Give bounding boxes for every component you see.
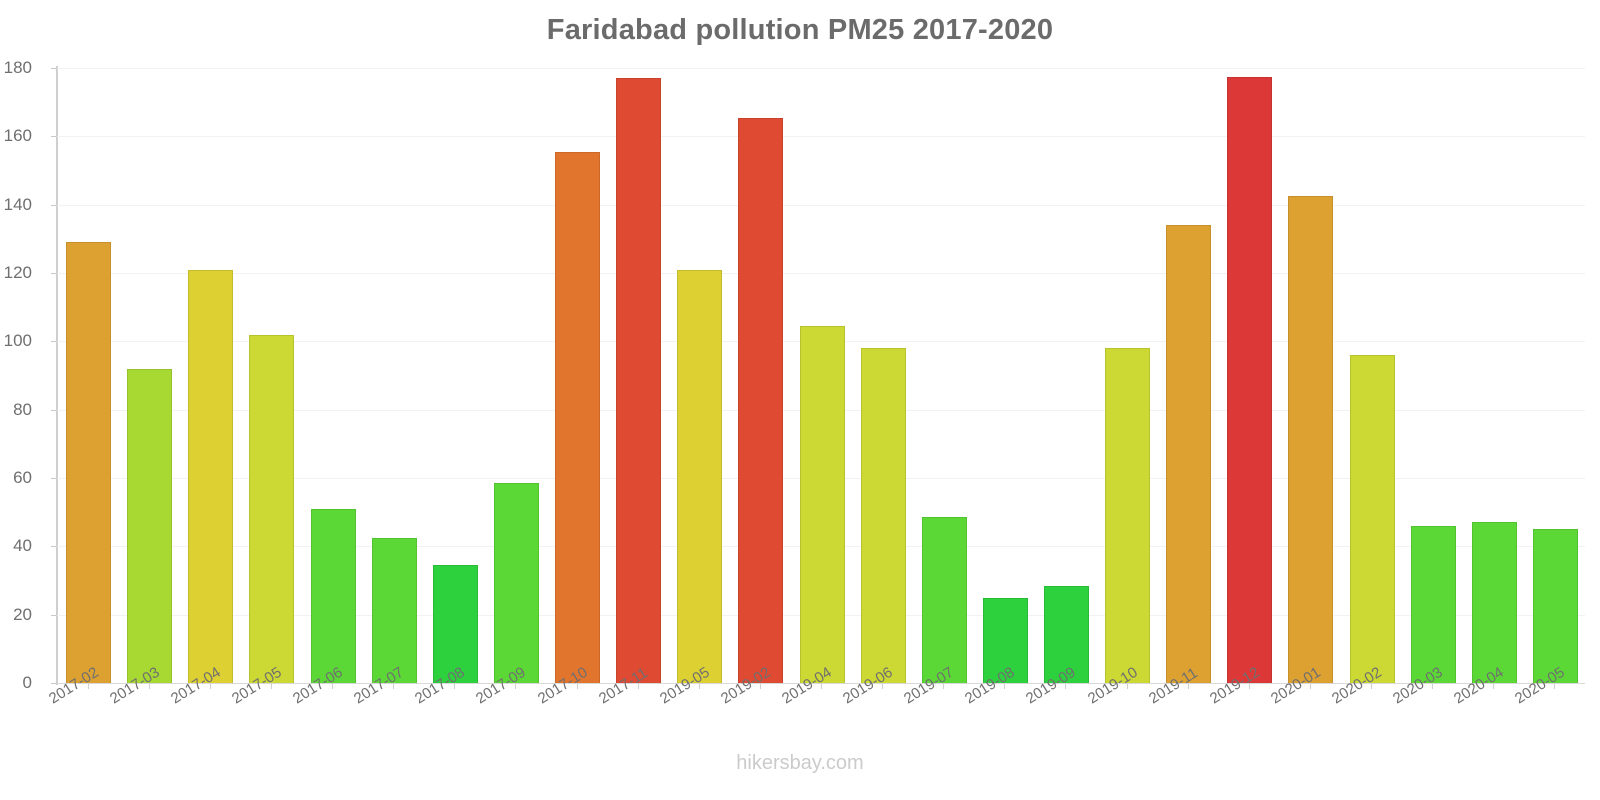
x-tick-mark (1187, 683, 1189, 689)
bar[interactable] (1471, 522, 1517, 683)
x-tick-mark (1065, 683, 1067, 689)
bar[interactable] (432, 565, 478, 683)
bar[interactable] (860, 348, 906, 683)
x-tick-mark (1432, 683, 1434, 689)
bar[interactable] (493, 483, 539, 683)
y-tick-mark (51, 136, 57, 138)
x-tick-mark (943, 683, 945, 689)
chart-title: Faridabad pollution PM25 2017-2020 (546, 14, 1054, 46)
bar[interactable] (555, 151, 601, 683)
y-tick-mark (51, 546, 57, 548)
bar[interactable] (249, 334, 295, 683)
y-tick-mark (51, 273, 57, 274)
x-tick-mark (821, 683, 822, 689)
x-tick-mark (454, 683, 456, 689)
bar[interactable] (677, 269, 723, 683)
y-tick-label: 180 (3, 58, 32, 77)
y-tick-mark (51, 341, 57, 343)
y-tick-mark (51, 683, 57, 684)
x-tick-mark (1371, 683, 1373, 689)
x-tick-mark (1309, 683, 1311, 689)
gridline (57, 273, 1585, 274)
y-axis-line (56, 66, 58, 685)
y-tick-label: 120 (3, 263, 32, 282)
x-tick-mark (882, 683, 884, 689)
watermark-text: hikersbay.com (736, 752, 864, 774)
y-tick-mark (51, 614, 57, 616)
y-tick-label: 0 (22, 673, 32, 692)
y-tick-label: 80 (13, 399, 32, 419)
y-tick-label: 60 (13, 468, 32, 487)
x-tick-mark (1248, 683, 1250, 689)
x-tick-mark (637, 683, 639, 689)
y-tick-label: 140 (3, 194, 32, 214)
bar[interactable] (1349, 355, 1395, 683)
bar[interactable] (371, 537, 417, 683)
x-tick-mark (393, 683, 395, 689)
bar[interactable] (799, 325, 845, 683)
bar[interactable] (1166, 225, 1212, 683)
bar[interactable] (310, 508, 356, 683)
plot-area: 0 20 40 60 80 100 120 140 160 180 (4, 58, 1585, 692)
x-axis-labels: 2017-02 2017-03 2017-04 2017-05 2017-06 2017-… (46, 664, 1585, 793)
bar[interactable] (1227, 76, 1273, 683)
bar[interactable] (738, 117, 784, 683)
bar[interactable] (616, 78, 662, 683)
x-tick-mark (759, 683, 761, 689)
x-tick-mark (87, 683, 89, 689)
y-tick-mark (51, 204, 57, 206)
x-tick-mark (148, 683, 150, 689)
bar[interactable] (1532, 529, 1578, 683)
x-tick-mark (1126, 683, 1128, 689)
x-tick-mark (576, 683, 578, 689)
bar[interactable] (982, 597, 1028, 683)
y-tick-label: 160 (3, 126, 32, 146)
gridline (57, 68, 1585, 69)
x-tick-mark (209, 683, 211, 689)
y-tick-label: 20 (13, 604, 32, 624)
y-tick-label: 40 (13, 536, 32, 556)
y-tick-mark (51, 409, 57, 411)
bar[interactable] (66, 242, 112, 683)
x-tick-mark (1554, 683, 1556, 689)
bar[interactable] (1105, 348, 1151, 683)
y-tick-mark (51, 478, 57, 479)
y-tick-mark (51, 68, 57, 69)
x-tick-mark (270, 683, 272, 689)
x-tick-mark (515, 683, 517, 689)
x-tick-mark (1493, 683, 1495, 689)
bar[interactable] (188, 269, 234, 683)
bar[interactable] (921, 517, 967, 683)
bar[interactable] (1410, 525, 1456, 683)
gridline (57, 136, 1585, 138)
x-tick-mark (698, 683, 700, 689)
bar[interactable] (127, 368, 173, 683)
bars-container (57, 68, 1585, 683)
x-tick-mark (1004, 683, 1006, 689)
x-tick-mark (332, 683, 334, 689)
bar[interactable] (1043, 585, 1089, 683)
gridline (57, 204, 1585, 206)
bar[interactable] (1288, 196, 1334, 683)
y-tick-label: 100 (3, 331, 32, 351)
